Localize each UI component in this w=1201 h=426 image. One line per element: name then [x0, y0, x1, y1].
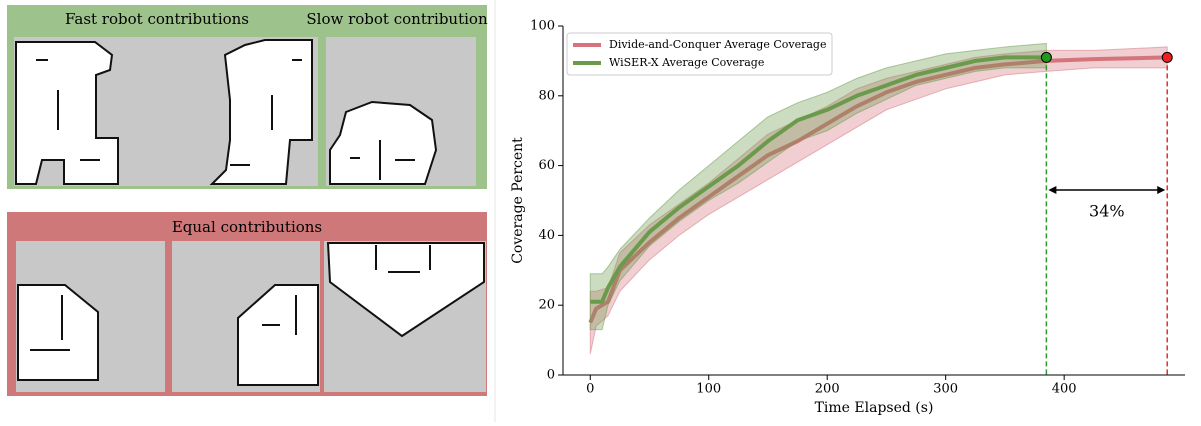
- y-axis-label: Coverage Percent: [510, 137, 526, 264]
- annotation: 34%: [1089, 202, 1125, 221]
- chart: 0 20 40 60 80 100 0 100 200 300 400 Time Elapsed (s…: [510, 19, 1185, 417]
- panel-label: Fast robot contributions: [65, 10, 249, 28]
- panel-label: Equal contributions: [172, 218, 322, 236]
- y-tick-label: 100: [530, 19, 555, 34]
- figure: Fast robot contributions Slow robot cont…: [0, 0, 1201, 422]
- panel-label: Slow robot contribution: [306, 10, 488, 28]
- x-tick-label: 400: [1052, 382, 1077, 397]
- y-tick-label: 20: [538, 298, 555, 313]
- x-axis-label: Time Elapsed (s): [815, 400, 934, 416]
- x-tick-label: 0: [586, 382, 594, 397]
- y-tick-label: 60: [538, 158, 555, 173]
- confidence-band: [590, 43, 1046, 329]
- y-tick-label: 0: [547, 368, 555, 383]
- legend-label: WiSER-X Average Coverage: [609, 56, 764, 69]
- y-tick-label: 40: [538, 228, 555, 243]
- end-marker: [1041, 52, 1051, 62]
- mean-line: [590, 57, 1046, 301]
- y-tick-label: 80: [538, 88, 555, 103]
- end-marker: [1162, 52, 1172, 62]
- x-tick-label: 200: [815, 382, 840, 397]
- legend-label: Divide-and-Conquer Average Coverage: [609, 38, 826, 51]
- x-tick-label: 300: [933, 382, 958, 397]
- page: Fast robot contributions Slow robot cont…: [0, 0, 1201, 426]
- x-tick-label: 100: [696, 382, 721, 397]
